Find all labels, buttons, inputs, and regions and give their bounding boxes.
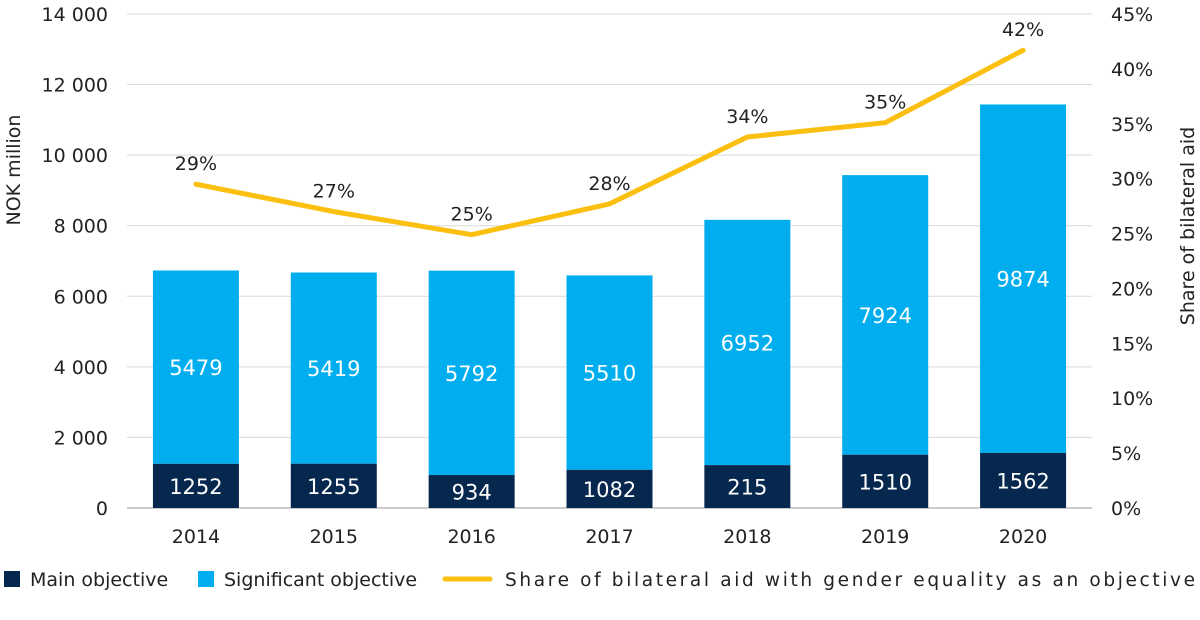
bar-significant xyxy=(704,219,791,466)
gridlines xyxy=(127,13,1092,509)
y2-tick-label: 25% xyxy=(1111,224,1153,246)
y-tick-label: 14 000 xyxy=(42,4,108,26)
legend-swatch-significant xyxy=(198,571,214,587)
y-tick-label: 4 000 xyxy=(54,357,108,379)
share-line-path xyxy=(193,47,1026,238)
bar-label-main: 1082 xyxy=(583,478,636,502)
legend-label-significant: Significant objective xyxy=(224,569,417,591)
legend-label-line: Share of bilateral aid with gender equal… xyxy=(505,570,1195,591)
y2-tick-label: 30% xyxy=(1111,169,1153,191)
y-tick-label: 6 000 xyxy=(54,286,108,308)
y2-tick-label: 15% xyxy=(1111,333,1153,355)
y2-axis-label: Share of bilateral aid xyxy=(1177,127,1199,325)
bar-label-significant: 9874 xyxy=(996,268,1049,292)
bar-label-significant: 5419 xyxy=(307,357,360,381)
y2-tick-label: 10% xyxy=(1111,388,1153,410)
y-tick-label: 8 000 xyxy=(54,216,108,238)
x-tick-label: 2019 xyxy=(861,526,909,548)
x-tick-label: 2020 xyxy=(999,526,1047,548)
bar-label-main: 934 xyxy=(452,481,492,505)
legend-label-main: Main objective xyxy=(30,569,168,591)
bar-label-main: 1562 xyxy=(996,469,1049,493)
y-axis-left: 0 2 000 4 000 6 000 8 000 10 000 12 000 14 000 xyxy=(42,4,108,520)
line-data-label: 42% xyxy=(1002,19,1044,41)
bars: 1252 5479 1255 5419 934 5792 1082 5510 215 6952 15… xyxy=(152,104,1067,508)
bar-main xyxy=(980,452,1067,508)
y2-tick-label: 0% xyxy=(1111,498,1141,520)
bar-label-significant: 5792 xyxy=(445,362,498,386)
bar-label-main: 215 xyxy=(727,476,767,500)
bar-label-significant: 7924 xyxy=(858,304,911,328)
y2-tick-label: 35% xyxy=(1111,114,1153,136)
x-tick-label: 2015 xyxy=(310,526,358,548)
line-data-label: 34% xyxy=(726,106,768,128)
bar-significant xyxy=(842,175,929,455)
y2-tick-label: 5% xyxy=(1111,443,1141,465)
bar-label-significant: 5479 xyxy=(169,356,222,380)
bar-main xyxy=(566,469,653,508)
y2-tick-label: 40% xyxy=(1111,59,1153,81)
bar-label-main: 1255 xyxy=(307,475,360,499)
line-data-label: 28% xyxy=(588,173,630,195)
line-data-label: 25% xyxy=(451,204,493,226)
y-tick-label: 12 000 xyxy=(42,75,108,97)
legend: Main objective Significant objective Sha… xyxy=(4,569,1195,591)
y-tick-label: 0 xyxy=(96,498,108,520)
legend-swatch-main xyxy=(4,571,20,587)
share-line: 29% 27% 25% 28% 34% 35% 42% xyxy=(175,19,1044,238)
bar-main xyxy=(428,475,515,508)
bar-label-significant: 6952 xyxy=(721,331,774,355)
bar-significant xyxy=(980,104,1067,453)
x-tick-label: 2016 xyxy=(447,526,495,548)
y2-tick-label: 20% xyxy=(1111,278,1153,300)
bar-main xyxy=(704,465,791,508)
bar-main xyxy=(842,454,929,508)
y2-tick-label: 45% xyxy=(1111,4,1153,26)
line-data-label: 35% xyxy=(864,92,906,114)
y-axis-label: NOK million xyxy=(3,115,25,226)
y-axis-right: 0% 5% 10% 15% 20% 25% 30% 35% 40% 45% xyxy=(1111,4,1153,520)
bar-main xyxy=(290,463,377,508)
bar-main xyxy=(152,463,239,508)
x-axis: 2014 2015 2016 2017 2018 2019 2020 xyxy=(172,526,1048,548)
y-tick-label: 2 000 xyxy=(54,427,108,449)
y-tick-label: 10 000 xyxy=(42,145,108,167)
line-data-label: 27% xyxy=(313,181,355,203)
bar-label-significant: 5510 xyxy=(583,362,636,386)
bar-significant xyxy=(152,270,239,464)
x-tick-label: 2018 xyxy=(723,526,771,548)
line-data-label: 29% xyxy=(175,153,217,175)
bar-significant xyxy=(566,275,653,470)
x-tick-label: 2017 xyxy=(585,526,633,548)
x-tick-label: 2014 xyxy=(172,526,220,548)
bar-label-main: 1252 xyxy=(169,475,222,499)
bar-label-main: 1510 xyxy=(858,470,911,494)
bar-significant xyxy=(290,272,377,464)
bar-significant xyxy=(428,270,515,476)
